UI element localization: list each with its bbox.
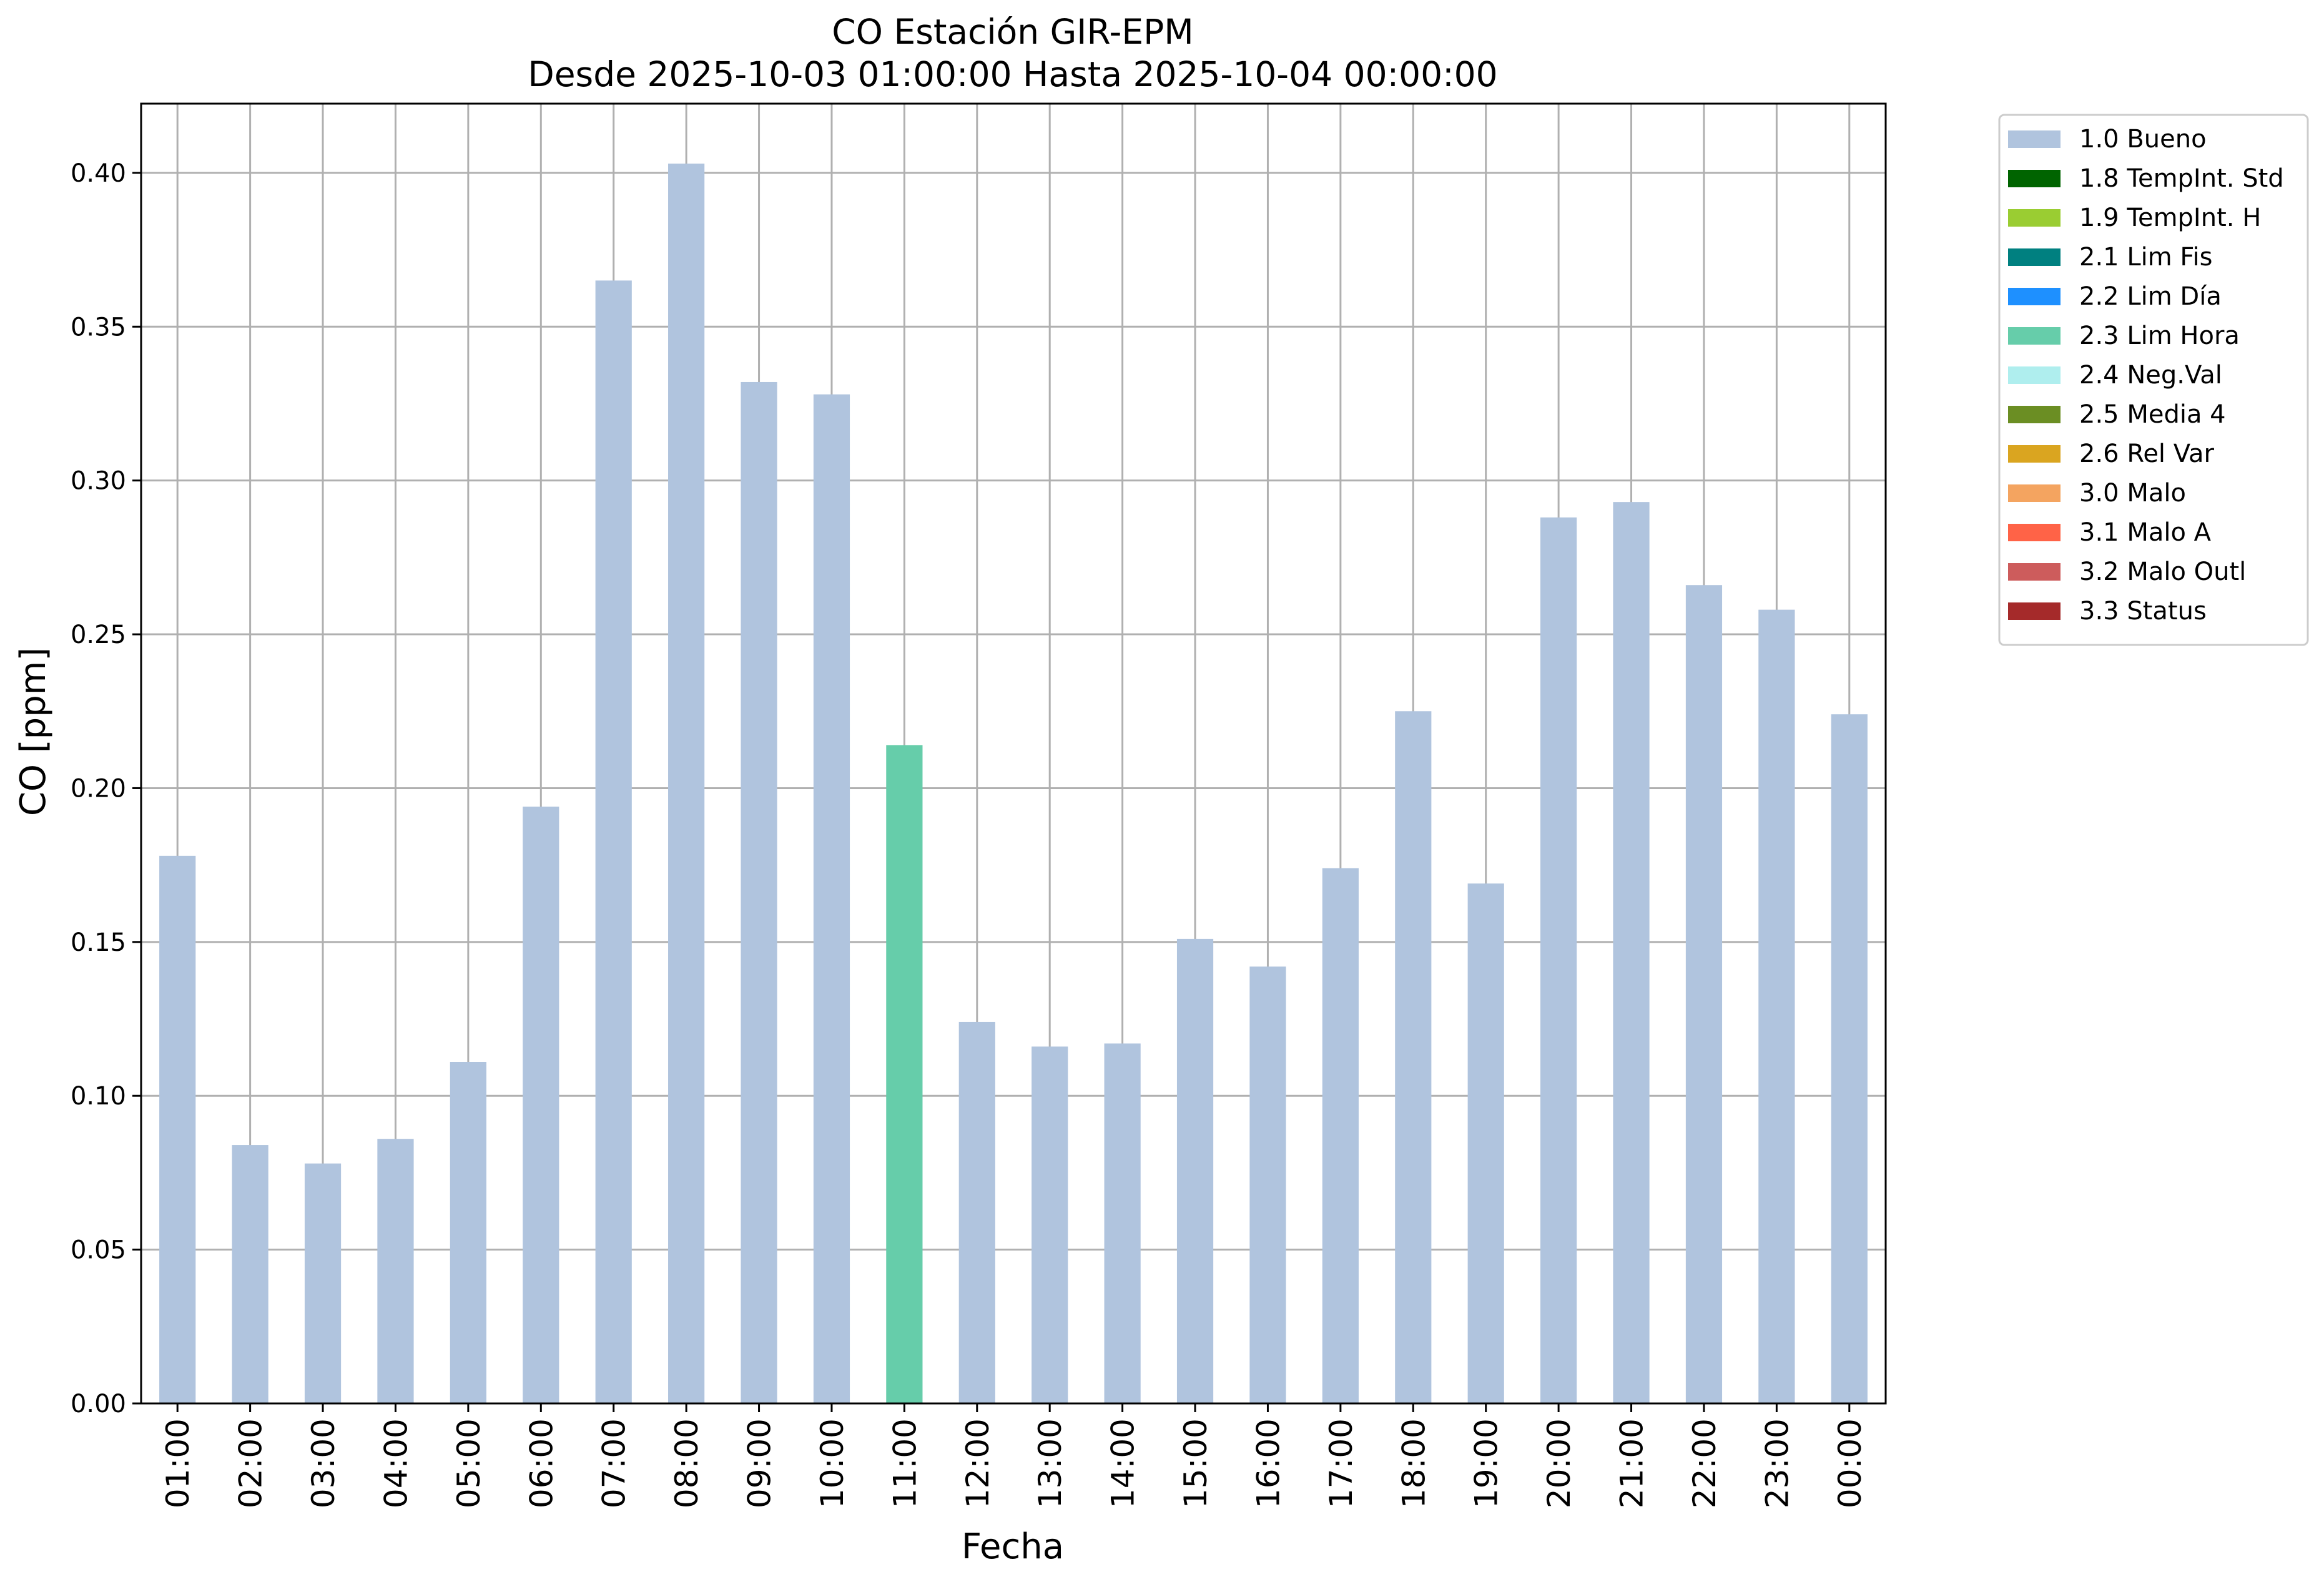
plot-area: 0.00 0.05 0.10 0.15 0.20 0.25 0.30 0.35 0.40 01:0… (71, 102, 1887, 1508)
x-tick-label: 05:00 (451, 1418, 487, 1508)
legend-swatch (2008, 445, 2061, 463)
bar (886, 745, 923, 1403)
x-tick-label: 02:00 (233, 1418, 269, 1508)
legend-swatch (2008, 170, 2061, 187)
legend-swatch (2008, 406, 2061, 423)
bar (1032, 1046, 1068, 1403)
x-tick-label: 06:00 (523, 1418, 559, 1508)
legend-label: 2.2 Lim Día (2079, 282, 2222, 311)
x-tick-label: 12:00 (960, 1418, 996, 1508)
y-tick-label: 0.35 (71, 313, 126, 341)
bar (1613, 502, 1650, 1403)
y-tick-label: 0.40 (71, 159, 126, 188)
legend-label: 3.2 Malo Outl (2079, 558, 2246, 586)
x-tick-label: 03:00 (305, 1418, 342, 1508)
x-tick-label: 08:00 (669, 1418, 705, 1508)
x-tick-label: 00:00 (1832, 1418, 1868, 1508)
bar (1467, 883, 1504, 1403)
bar (1758, 609, 1795, 1403)
y-tick-label: 0.20 (71, 774, 126, 803)
legend-swatch (2008, 602, 2061, 620)
legend-label: 2.1 Lim Fis (2079, 243, 2212, 272)
bar (304, 1163, 342, 1403)
bar (958, 1021, 995, 1403)
legend-swatch (2008, 524, 2061, 541)
bar (1395, 711, 1432, 1403)
bar (232, 1145, 268, 1403)
x-tick-label: 20:00 (1541, 1418, 1577, 1508)
x-tick-label: 07:00 (596, 1418, 633, 1508)
bar (741, 381, 777, 1404)
bar (668, 164, 705, 1404)
legend-box (1998, 114, 2309, 646)
x-tick-label: 22:00 (1686, 1418, 1723, 1508)
legend-label: 1.0 Bueno (2079, 125, 2207, 154)
y-tick-label: 0.10 (71, 1082, 126, 1111)
legend-swatch (2008, 366, 2061, 384)
legend-swatch (2008, 209, 2061, 227)
legend-swatch (2008, 248, 2061, 266)
x-tick-label: 16:00 (1250, 1418, 1286, 1508)
x-tick-label: 09:00 (742, 1418, 778, 1508)
legend-label: 1.9 TempInt. H (2079, 204, 2261, 232)
x-tick-label: 17:00 (1323, 1418, 1359, 1508)
x-tick-label: 21:00 (1614, 1418, 1650, 1508)
y-tick-label: 0.05 (71, 1236, 126, 1265)
x-axis-label: Fecha (962, 1526, 1064, 1567)
bar (813, 394, 850, 1403)
legend-label: 1.8 TempInt. Std (2079, 164, 2284, 193)
legend-label: 2.4 Neg.Val (2079, 361, 2222, 390)
bar (1685, 585, 1723, 1403)
bar (523, 807, 559, 1403)
bar (1831, 714, 1868, 1403)
legend-swatch (2008, 327, 2061, 345)
x-tick-label: 23:00 (1759, 1418, 1795, 1508)
legend-label: 3.3 Status (2079, 597, 2207, 626)
bar (377, 1139, 414, 1403)
legend-label: 2.6 Rel Var (2079, 440, 2215, 468)
bar (595, 280, 632, 1403)
chart-title: CO Estación GIR-EPM (832, 12, 1193, 52)
x-tick-label: 11:00 (887, 1418, 923, 1508)
x-tick-label: 13:00 (1032, 1418, 1068, 1508)
chart-subtitle: Desde 2025-10-03 01:00:00 Hasta 2025-10-… (528, 54, 1497, 94)
legend-label: 2.3 Lim Hora (2079, 322, 2240, 350)
bar (1104, 1043, 1141, 1403)
legend-swatch (2008, 130, 2061, 148)
legend-swatch (2008, 563, 2061, 581)
y-tick-label: 0.15 (71, 928, 126, 957)
x-tick-label: 14:00 (1105, 1418, 1141, 1508)
x-tick-label: 15:00 (1178, 1418, 1214, 1508)
legend-label: 2.5 Media 4 (2079, 400, 2226, 429)
y-tick-label: 0.30 (71, 467, 126, 496)
legend: 1.0 Bueno 1.8 TempInt. Std 1.9 TempInt. H 2… (1998, 114, 2309, 646)
legend-label: 3.0 Malo (2079, 479, 2186, 508)
legend-swatch (2008, 288, 2061, 305)
x-tick-label: 18:00 (1396, 1418, 1432, 1508)
y-tick-label: 0.00 (71, 1390, 126, 1418)
x-tick-label: 04:00 (378, 1418, 414, 1508)
y-tick-label: 0.25 (71, 621, 126, 649)
x-tick-label: 19:00 (1469, 1418, 1505, 1508)
y-axis-label: CO [ppm] (13, 647, 54, 816)
bar (1322, 868, 1359, 1403)
bar (159, 855, 196, 1403)
bar (1540, 517, 1577, 1403)
x-tick-label: 01:00 (160, 1418, 196, 1508)
legend-swatch (2008, 484, 2061, 502)
bar (1249, 966, 1286, 1403)
x-tick-label: 10:00 (814, 1418, 850, 1508)
bar (450, 1062, 486, 1403)
legend-label: 3.1 Malo A (2079, 518, 2212, 547)
bar (1176, 938, 1214, 1403)
plot-frame (140, 102, 1887, 1405)
